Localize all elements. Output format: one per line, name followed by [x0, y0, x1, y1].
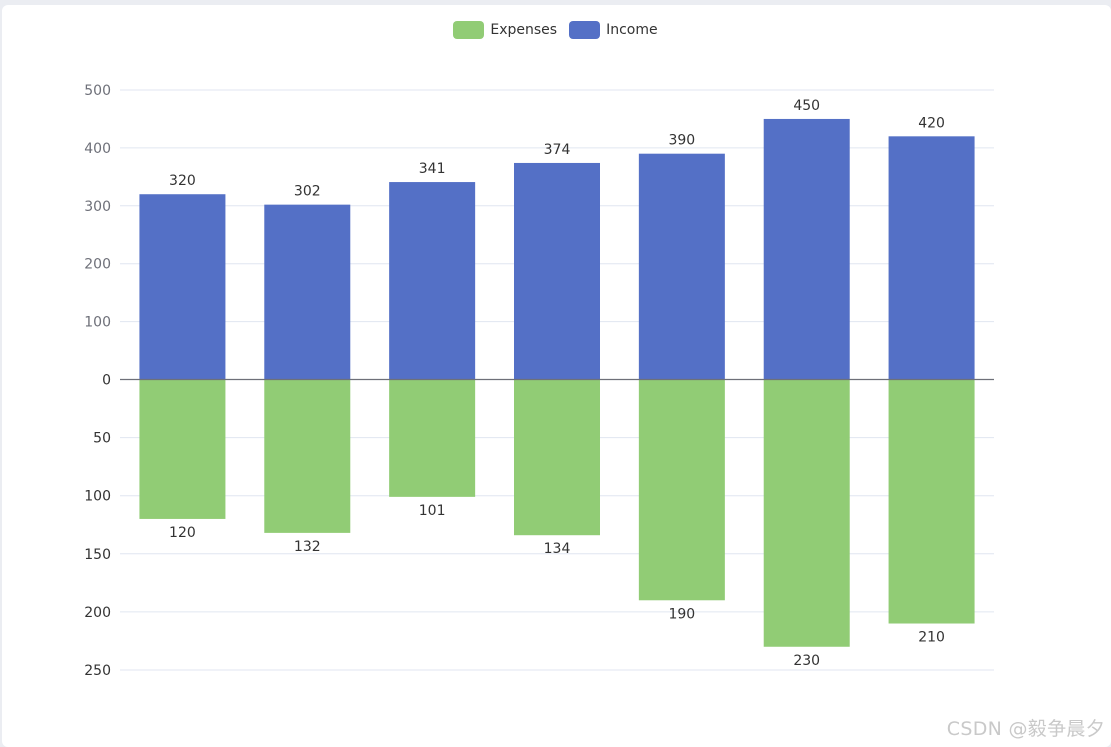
legend-swatch-income	[569, 21, 601, 39]
legend-item-expenses[interactable]: Expenses	[453, 21, 557, 39]
data-label-income-3: 374	[544, 142, 571, 158]
data-label-income-0: 320	[169, 173, 196, 189]
data-label-income-6: 420	[918, 115, 945, 131]
y-tick-lower-0: 50	[93, 431, 111, 447]
bar-income-1	[264, 204, 351, 380]
bar-expenses-3	[514, 379, 600, 536]
data-label-expenses-1: 132	[294, 539, 321, 555]
data-label-income-2: 341	[419, 161, 446, 177]
data-label-expenses-5: 230	[793, 653, 820, 669]
bar-expenses-0	[139, 379, 226, 519]
data-label-income-1: 302	[294, 184, 321, 200]
y-tick-upper-1: 400	[84, 141, 111, 157]
bar-income-6	[888, 136, 975, 380]
y-tick-lower-3: 200	[84, 605, 111, 621]
y-tick-upper-3: 200	[84, 257, 111, 273]
y-tick-zero: 0	[102, 373, 111, 389]
bar-expenses-4	[638, 379, 725, 601]
bar-income-5	[763, 118, 850, 380]
bar-expenses-2	[389, 379, 476, 497]
watermark: CSDN @毅争晨夕	[946, 718, 1105, 740]
bar-income-2	[389, 182, 476, 380]
legend-item-income[interactable]: Income	[569, 21, 658, 39]
data-label-expenses-3: 134	[544, 541, 571, 557]
data-label-expenses-6: 210	[918, 630, 945, 646]
y-tick-lower-2: 150	[84, 547, 111, 563]
data-label-expenses-2: 101	[419, 503, 446, 519]
data-label-income-4: 390	[668, 133, 695, 149]
data-label-income-5: 450	[793, 98, 820, 114]
legend-swatch-expenses	[453, 21, 485, 39]
bar-income-3	[514, 162, 600, 380]
y-tick-lower-1: 100	[84, 489, 111, 505]
bar-income-0	[139, 194, 226, 380]
legend: Expenses Income	[0, 21, 1111, 39]
y-tick-upper-2: 300	[84, 199, 111, 215]
bar-expenses-6	[888, 379, 975, 624]
data-label-expenses-0: 120	[169, 525, 196, 541]
y-tick-upper-4: 100	[84, 315, 111, 331]
bar-expenses-1	[264, 379, 351, 533]
data-label-expenses-4: 190	[668, 606, 695, 622]
bar-income-4	[638, 153, 725, 380]
y-tick-lower-4: 250	[84, 663, 111, 679]
legend-label-expenses: Expenses	[490, 22, 558, 38]
y-tick-upper-0: 500	[84, 83, 111, 99]
bar-expenses-5	[763, 379, 850, 647]
legend-label-income: Income	[606, 22, 658, 38]
